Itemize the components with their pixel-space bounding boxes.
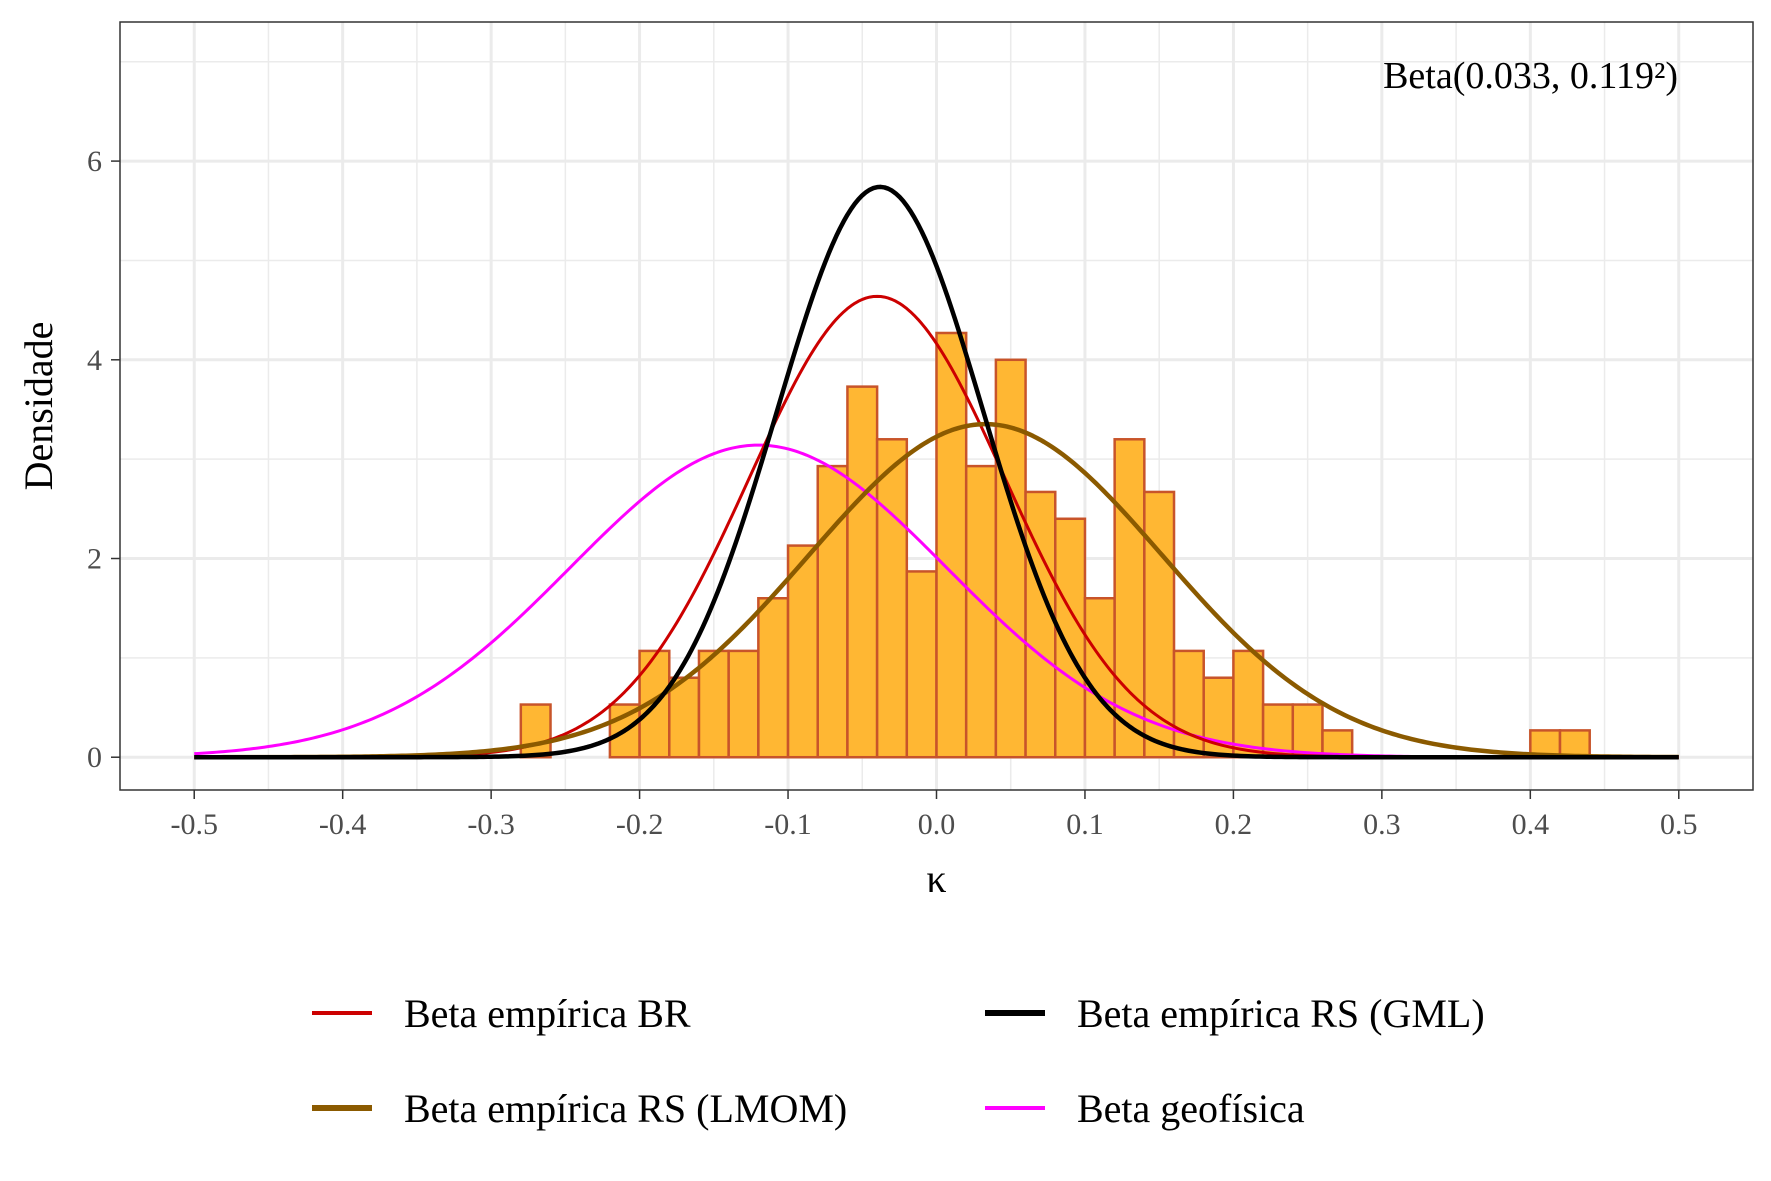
histogram-bar bbox=[1172, 649, 1205, 759]
y-tick-label: 0 bbox=[87, 741, 102, 774]
histogram-bar bbox=[964, 464, 998, 759]
histogram-bar bbox=[1113, 438, 1146, 759]
histogram-bars bbox=[519, 331, 1591, 759]
histogram-bar bbox=[846, 385, 879, 759]
histogram-bar bbox=[1054, 517, 1087, 759]
x-tick-label: -0.2 bbox=[616, 808, 664, 841]
legend-label: Beta empírica RS (LMOM) bbox=[404, 1086, 847, 1131]
histogram-bar bbox=[875, 438, 909, 759]
histogram-bar bbox=[786, 544, 819, 759]
x-tick-label: 0.4 bbox=[1512, 808, 1550, 841]
histogram-bar bbox=[697, 649, 730, 759]
x-tick-label: 0.5 bbox=[1660, 808, 1698, 841]
legend-label: Beta empírica BR bbox=[404, 991, 691, 1036]
histogram-bar bbox=[935, 331, 968, 759]
histogram-bar bbox=[816, 464, 849, 759]
histogram-bar bbox=[1558, 729, 1591, 759]
histogram-bar bbox=[1083, 596, 1116, 759]
x-tick-label: 0.0 bbox=[918, 808, 956, 841]
x-tick-label: -0.5 bbox=[170, 808, 218, 841]
y-tick-label: 6 bbox=[87, 145, 102, 178]
x-axis-ticks: -0.5 -0.4 -0.3 -0.2 -0.1 0.0 0.1 0.2 0.3 0.4 0.5 bbox=[170, 790, 1698, 841]
histogram-bar bbox=[727, 649, 760, 759]
y-tick-label: 2 bbox=[87, 543, 102, 576]
density-curve bbox=[194, 184, 1679, 760]
x-axis-title: κ bbox=[926, 856, 946, 901]
legend-label: Beta geofísica bbox=[1077, 1086, 1305, 1131]
y-axis-title: Densidade bbox=[16, 322, 61, 491]
x-tick-label: 0.2 bbox=[1215, 808, 1253, 841]
legend-label: Beta empírica RS (GML) bbox=[1077, 991, 1485, 1036]
histogram-bar bbox=[994, 358, 1027, 759]
density-curve bbox=[194, 421, 1679, 760]
histogram-bar bbox=[1232, 649, 1265, 759]
x-tick-label: -0.4 bbox=[319, 808, 367, 841]
histogram-bar bbox=[905, 570, 938, 759]
histogram-bar bbox=[1291, 703, 1324, 759]
x-tick-label: -0.3 bbox=[467, 808, 515, 841]
histogram-bar bbox=[757, 596, 790, 759]
y-tick-label: 4 bbox=[87, 344, 102, 377]
histogram-bar bbox=[1143, 490, 1176, 759]
x-tick-label: 0.1 bbox=[1066, 808, 1104, 841]
x-tick-label: 0.3 bbox=[1363, 808, 1401, 841]
legend: Beta empírica BR Beta empírica RS (GML) Be… bbox=[312, 991, 1485, 1131]
x-tick-label: -0.1 bbox=[764, 808, 812, 841]
density-curves bbox=[194, 184, 1679, 760]
histogram-bar bbox=[519, 703, 552, 759]
y-axis-ticks: 0 2 4 6 bbox=[87, 145, 120, 774]
distribution-annotation: Beta(0.033, 0.119²) bbox=[1383, 55, 1678, 97]
